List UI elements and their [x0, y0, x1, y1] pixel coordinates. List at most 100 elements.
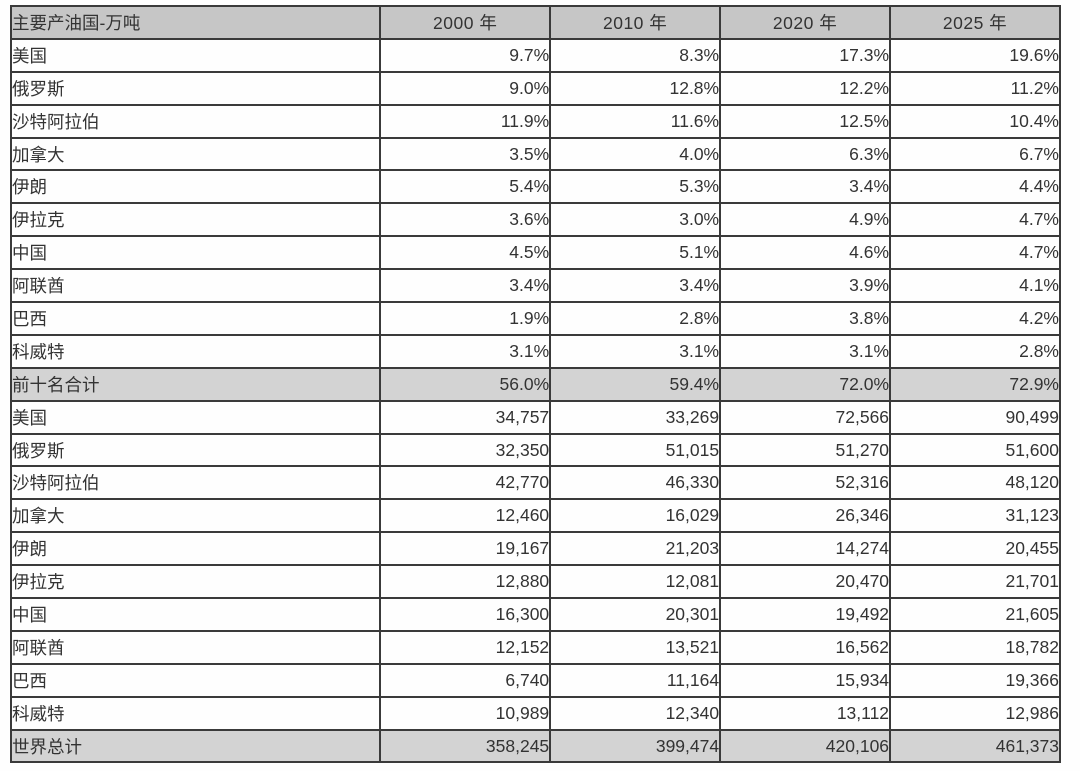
column-header-2020: 2020 年	[719, 5, 892, 40]
row-label: 中国	[9, 235, 382, 271]
table-row: 巴西 1.9% 2.8% 3.8% 4.2%	[9, 301, 1061, 336]
table-row: 伊拉克 3.6% 3.0% 4.9% 4.7%	[9, 202, 1061, 238]
row-label: 科威特	[9, 695, 382, 731]
value-cell: 26,346	[719, 498, 892, 534]
value-cell: 52,316	[719, 465, 892, 501]
row-label: 巴西	[9, 662, 382, 698]
value-cell: 3.1%	[719, 333, 892, 369]
value-cell: 4.4%	[889, 169, 1061, 205]
value-cell: 2.8%	[549, 301, 722, 336]
value-cell: 4.5%	[379, 235, 552, 271]
value-cell: 20,470	[719, 564, 892, 600]
row-label: 加拿大	[9, 136, 382, 172]
value-cell: 13,112	[719, 695, 892, 731]
row-label: 伊拉克	[9, 202, 382, 238]
value-cell: 11.9%	[379, 103, 552, 139]
value-cell: 10.4%	[889, 103, 1061, 139]
row-label: 伊朗	[9, 531, 382, 567]
row-label: 伊拉克	[9, 564, 382, 600]
table-row: 美国 34,757 33,269 72,566 90,499	[9, 399, 1061, 435]
table-row: 伊朗 5.4% 5.3% 3.4% 4.4%	[9, 169, 1061, 205]
value-cell: 5.3%	[549, 169, 722, 205]
value-cell: 3.5%	[379, 136, 552, 172]
row-label: 中国	[9, 597, 382, 632]
value-cell: 10,989	[379, 695, 552, 731]
world-total-row: 世界总计 358,245 399,474 420,106 461,373	[9, 728, 1061, 764]
row-label: 俄罗斯	[9, 70, 382, 106]
value-cell: 59.4%	[549, 366, 722, 402]
table-row: 中国 4.5% 5.1% 4.6% 4.7%	[9, 235, 1061, 271]
value-cell: 1.9%	[379, 301, 552, 336]
value-cell: 15,934	[719, 662, 892, 698]
value-cell: 3.4%	[549, 268, 722, 304]
value-cell: 12,081	[549, 564, 722, 600]
column-header-2025: 2025 年	[889, 5, 1061, 40]
table-row: 巴西 6,740 11,164 15,934 19,366	[9, 662, 1061, 698]
value-cell: 4.7%	[889, 235, 1061, 271]
row-label: 美国	[9, 399, 382, 435]
value-cell: 16,300	[379, 597, 552, 632]
value-cell: 12.8%	[549, 70, 722, 106]
value-cell: 3.0%	[549, 202, 722, 238]
value-cell: 399,474	[549, 728, 722, 764]
value-cell: 19.6%	[889, 37, 1061, 73]
value-cell: 14,274	[719, 531, 892, 567]
row-label: 沙特阿拉伯	[9, 465, 382, 501]
table-row: 科威特 3.1% 3.1% 3.1% 2.8%	[9, 333, 1061, 369]
table-row: 科威特 10,989 12,340 13,112 12,986	[9, 695, 1061, 731]
value-cell: 4.2%	[889, 301, 1061, 336]
row-label: 美国	[9, 37, 382, 73]
value-cell: 420,106	[719, 728, 892, 764]
table-row: 美国 9.7% 8.3% 17.3% 19.6%	[9, 37, 1061, 73]
table-row: 俄罗斯 9.0% 12.8% 12.2% 11.2%	[9, 70, 1061, 106]
row-label: 俄罗斯	[9, 432, 382, 468]
value-cell: 11.6%	[549, 103, 722, 139]
value-cell: 17.3%	[719, 37, 892, 73]
value-cell: 3.4%	[379, 268, 552, 304]
value-cell: 2.8%	[889, 333, 1061, 369]
value-cell: 12,460	[379, 498, 552, 534]
value-cell: 11.2%	[889, 70, 1061, 106]
row-label: 阿联酋	[9, 268, 382, 304]
value-cell: 5.4%	[379, 169, 552, 205]
value-cell: 31,123	[889, 498, 1061, 534]
table-row: 加拿大 12,460 16,029 26,346 31,123	[9, 498, 1061, 534]
top10-total-row: 前十名合计 56.0% 59.4% 72.0% 72.9%	[9, 366, 1061, 402]
table-body: 美国 9.7% 8.3% 17.3% 19.6% 俄罗斯 9.0% 12.8% 12.2% 11.…	[9, 37, 1061, 764]
row-label: 加拿大	[9, 498, 382, 534]
value-cell: 3.9%	[719, 268, 892, 304]
value-cell: 19,366	[889, 662, 1061, 698]
table-row: 伊拉克 12,880 12,081 20,470 21,701	[9, 564, 1061, 600]
row-label: 世界总计	[9, 728, 382, 764]
table-row: 加拿大 3.5% 4.0% 6.3% 6.7%	[9, 136, 1061, 172]
value-cell: 461,373	[889, 728, 1061, 764]
row-label: 伊朗	[9, 169, 382, 205]
value-cell: 13,521	[549, 629, 722, 665]
row-label: 阿联酋	[9, 629, 382, 665]
value-cell: 6,740	[379, 662, 552, 698]
value-cell: 12,986	[889, 695, 1061, 731]
value-cell: 12,340	[549, 695, 722, 731]
table-row: 沙特阿拉伯 42,770 46,330 52,316 48,120	[9, 465, 1061, 501]
value-cell: 9.0%	[379, 70, 552, 106]
value-cell: 12.5%	[719, 103, 892, 139]
value-cell: 21,605	[889, 597, 1061, 632]
value-cell: 33,269	[549, 399, 722, 435]
header-row: 主要产油国-万吨 2000 年 2010 年 2020 年 2025 年	[9, 5, 1061, 40]
value-cell: 51,270	[719, 432, 892, 468]
value-cell: 18,782	[889, 629, 1061, 665]
table-row: 沙特阿拉伯 11.9% 11.6% 12.5% 10.4%	[9, 103, 1061, 139]
column-header-2000: 2000 年	[379, 5, 552, 40]
table-row: 伊朗 19,167 21,203 14,274 20,455	[9, 531, 1061, 567]
row-label: 科威特	[9, 333, 382, 369]
value-cell: 4.6%	[719, 235, 892, 271]
value-cell: 46,330	[549, 465, 722, 501]
value-cell: 12,880	[379, 564, 552, 600]
table-row: 阿联酋 3.4% 3.4% 3.9% 4.1%	[9, 268, 1061, 304]
value-cell: 358,245	[379, 728, 552, 764]
value-cell: 42,770	[379, 465, 552, 501]
value-cell: 19,492	[719, 597, 892, 632]
value-cell: 16,562	[719, 629, 892, 665]
value-cell: 12,152	[379, 629, 552, 665]
value-cell: 56.0%	[379, 366, 552, 402]
